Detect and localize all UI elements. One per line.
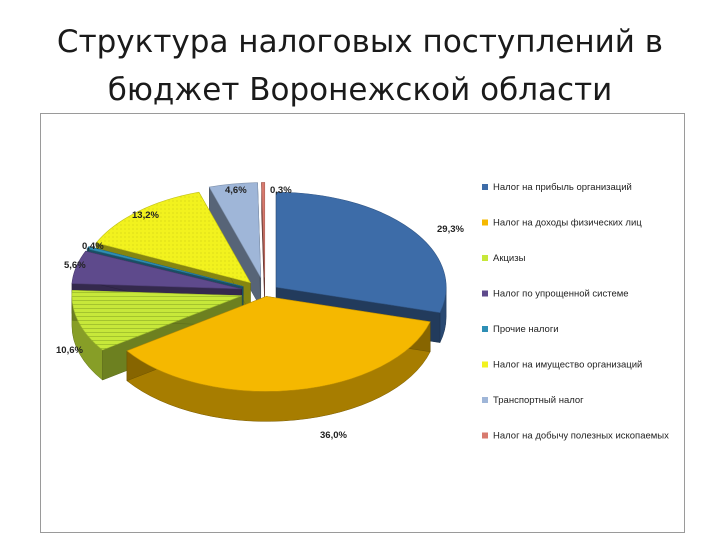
data-label-7: 4,6% [225, 185, 247, 196]
title-line-2: бюджет Воронежской области [107, 72, 613, 108]
legend-item-5: Прочие налоги [482, 324, 559, 335]
data-label-3: 10,6% [56, 345, 83, 356]
legend-label-1: Налог на прибыль организаций [493, 182, 632, 193]
pie-slice-7 [208, 182, 262, 309]
pie-slice-2 [126, 296, 431, 422]
legend-label-4: Налог по упрощенной системе [493, 289, 629, 300]
page-title: Структура налоговых поступлений в бюджет… [20, 18, 700, 114]
legend-item-2: Налог на доходы физических лиц [482, 218, 642, 229]
data-label-6: 13,2% [132, 210, 159, 221]
legend-swatch-1 [482, 184, 488, 190]
legend-item-6: Налог на имущество организаций [482, 360, 642, 371]
legend-item-1: Налог на прибыль организаций [482, 182, 632, 193]
legend-item-7: Транспортный налог [482, 395, 584, 406]
legend-label-8: Налог на добычу полезных ископаемых [493, 431, 669, 442]
legend-label-5: Прочие налоги [493, 324, 559, 335]
legend-swatch-3 [482, 255, 488, 261]
legend-swatch-7 [482, 397, 488, 403]
data-label-5: 0,4% [82, 241, 104, 252]
legend-item-3: Акцизы [482, 253, 526, 264]
legend-item-4: Налог по упрощенной системе [482, 289, 629, 300]
data-label-2: 36,0% [320, 430, 347, 441]
title-line-1: Структура налоговых поступлений в [56, 24, 664, 60]
legend-label-6: Налог на имущество организаций [493, 360, 642, 371]
legend-swatch-4 [482, 290, 488, 297]
legend-item-8: Налог на добычу полезных ископаемых [482, 431, 669, 442]
legend-swatch-8 [482, 432, 488, 439]
legend-label-7: Транспортный налог [493, 395, 584, 406]
legend-swatch-2 [482, 219, 488, 226]
legend-label-2: Налог на доходы физических лиц [493, 218, 642, 229]
data-label-8: 0,3% [270, 185, 292, 196]
legend-swatch-6 [482, 361, 488, 368]
legend-label-3: Акцизы [493, 253, 526, 264]
data-label-4: 5,6% [64, 260, 86, 271]
pie-slice-8 [261, 182, 266, 308]
data-label-1: 29,3% [437, 224, 464, 235]
legend-swatch-5 [482, 326, 488, 332]
